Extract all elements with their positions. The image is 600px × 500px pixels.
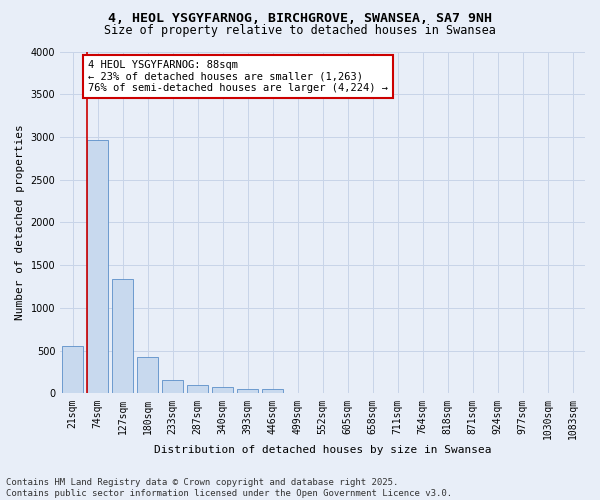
- Text: Contains HM Land Registry data © Crown copyright and database right 2025.
Contai: Contains HM Land Registry data © Crown c…: [6, 478, 452, 498]
- Bar: [212, 388, 233, 394]
- Bar: [137, 356, 158, 394]
- Text: Size of property relative to detached houses in Swansea: Size of property relative to detached ho…: [104, 24, 496, 37]
- Text: 4, HEOL YSGYFARNOG, BIRCHGROVE, SWANSEA, SA7 9NH: 4, HEOL YSGYFARNOG, BIRCHGROVE, SWANSEA,…: [108, 12, 492, 26]
- Bar: [112, 279, 133, 394]
- Bar: [162, 380, 183, 394]
- Y-axis label: Number of detached properties: Number of detached properties: [15, 124, 25, 320]
- Bar: [237, 389, 258, 394]
- X-axis label: Distribution of detached houses by size in Swansea: Distribution of detached houses by size …: [154, 445, 491, 455]
- Bar: [87, 140, 108, 394]
- Bar: [262, 389, 283, 394]
- Bar: [187, 385, 208, 394]
- Text: 4 HEOL YSGYFARNOG: 88sqm
← 23% of detached houses are smaller (1,263)
76% of sem: 4 HEOL YSGYFARNOG: 88sqm ← 23% of detach…: [88, 60, 388, 93]
- Bar: [62, 346, 83, 394]
